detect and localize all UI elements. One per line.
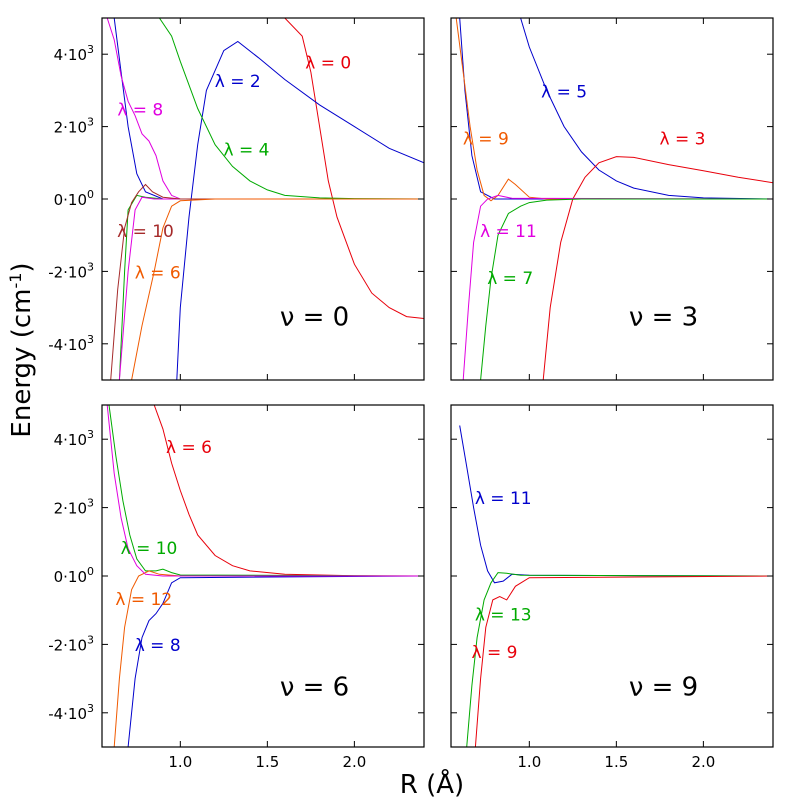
curve--12 [113,570,424,747]
curve-label: λ = 8 [135,636,181,656]
curve-label: λ = 4 [223,141,269,161]
curve-label: λ = 5 [541,83,587,103]
curve--9 [455,18,773,202]
curve--10 [108,405,424,577]
curve--5-branch [459,18,773,200]
curve-label: λ = 11 [480,222,537,242]
curve-label: λ = 12 [115,590,172,610]
curve--13 [466,572,773,747]
panel-2: λ = 6 λ = 10 λ = 12 λ = 8 1.0 1.5 2.0 4·103 2·10… [48,404,425,771]
curve-label: λ = 2 [215,72,261,92]
y-tick-label: 2·103 [54,116,94,137]
curve--6 [153,405,424,577]
curve-label: λ = 11 [475,489,532,509]
curve--9 [474,575,773,747]
nu-label: ν = 3 [629,303,698,333]
curve-label: λ = 3 [660,130,706,150]
panel-curves [102,18,424,380]
y-axis-title-exponent: -1 [6,273,25,289]
curve--0 [197,18,424,319]
y-tick-label: 2·103 [54,497,94,518]
y-tick-label: -4·103 [48,702,94,723]
y-axis-title-close: ) [7,262,37,272]
curve--6 [131,198,424,380]
y-axis-title-text: Energy (cm [7,289,37,438]
x-axis-title: R (Å) [400,768,464,800]
panel-curves [459,425,773,747]
curve--3 [542,156,773,380]
curve-label: λ = 10 [117,222,174,242]
y-tick-label: 0·100 [54,565,94,586]
x-tick-label: 1.0 [517,753,541,771]
curve--8 [127,575,424,747]
nu-label: ν = 6 [280,673,349,703]
curve-label: λ = 10 [121,539,178,559]
x-tick-label: 1.5 [255,753,279,771]
curve--5 [520,18,773,200]
panel-1: λ = 5 λ = 3 λ = 9 λ = 11 λ = 7 ν = 3 [450,17,774,381]
panel-curves [455,18,773,380]
y-tick-label: 0·100 [54,188,94,209]
curve--8 [106,18,424,200]
y-tick-label: 4·103 [54,43,94,64]
x-tick-label: 1.0 [168,753,192,771]
curve--2-branch [176,40,424,380]
panel-0: λ = 0 λ = 2 λ = 4 λ = 8 λ = 10 λ = 6 4·103 2·10… [48,17,425,381]
curve-label: λ = 13 [475,605,532,625]
y-tick-label: 4·103 [54,428,94,449]
y-tick-label: -2·103 [48,260,94,281]
curve-label: λ = 9 [472,643,518,663]
curve--6b [106,405,424,577]
curve-label: λ = 8 [117,101,163,121]
x-tick-label: 2.0 [691,753,715,771]
x-tick-label: 2.0 [342,753,366,771]
curve--4 [158,18,424,200]
y-tick-label: -2·103 [48,633,94,654]
curve-label: λ = 0 [305,54,351,74]
nu-label: ν = 0 [280,303,349,333]
curve-label: λ = 9 [463,130,509,150]
panel-curves [106,405,424,747]
y-tick-label: -4·103 [48,333,94,354]
x-tick-label: 1.5 [604,753,628,771]
curve-label: λ = 6 [135,264,181,284]
curve--7 [480,198,773,380]
y-axis-title: Energy (cm-1) [6,262,38,437]
curve--11 [462,194,773,380]
panel-3: λ = 11 λ = 13 λ = 9 1.0 1.5 2.0 ν = 9 [450,404,774,771]
curve-label: λ = 7 [487,269,533,289]
curve-label: λ = 6 [166,438,212,458]
curve--10 [110,183,424,380]
nu-label: ν = 9 [629,673,698,703]
